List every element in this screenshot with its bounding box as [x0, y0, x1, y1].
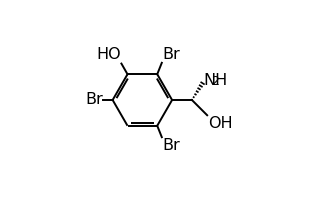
Text: NH: NH — [203, 73, 227, 88]
Text: OH: OH — [208, 116, 232, 131]
Text: Br: Br — [85, 92, 103, 108]
Text: HO: HO — [96, 47, 121, 62]
Text: Br: Br — [163, 138, 180, 153]
Text: 2: 2 — [211, 75, 219, 88]
Text: Br: Br — [163, 47, 180, 62]
